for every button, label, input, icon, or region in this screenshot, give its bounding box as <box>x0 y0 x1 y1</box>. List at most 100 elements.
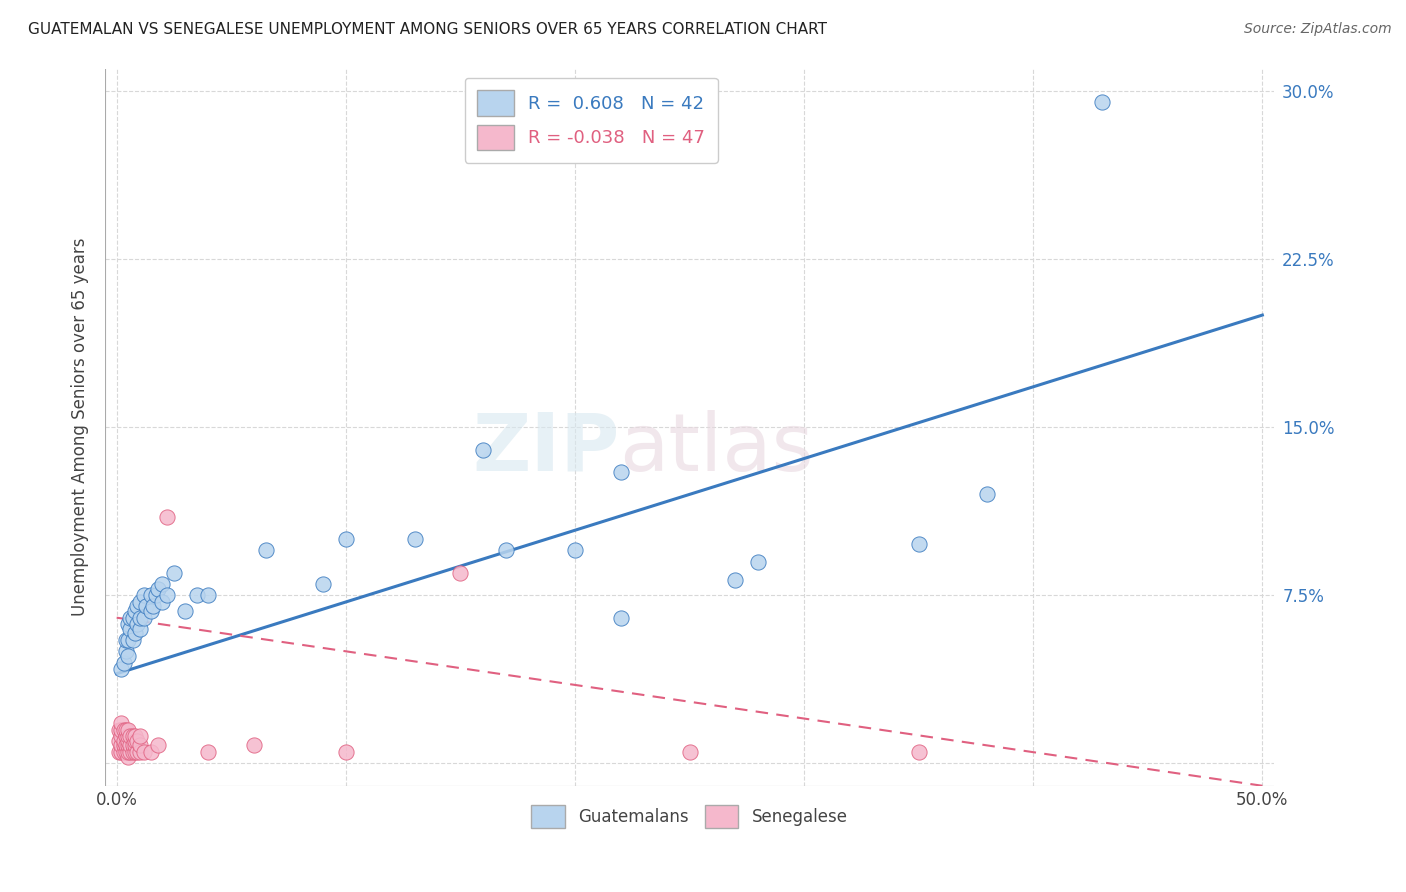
Point <box>174 604 197 618</box>
Point <box>110 739 132 753</box>
Text: ZIP: ZIP <box>472 409 620 488</box>
Point <box>114 723 136 737</box>
Point <box>117 648 139 663</box>
Point <box>117 739 139 753</box>
Point <box>127 745 149 759</box>
Point <box>724 573 747 587</box>
Point <box>124 745 146 759</box>
Point <box>152 577 174 591</box>
Point <box>156 588 179 602</box>
Point <box>120 610 142 624</box>
Point <box>335 533 357 547</box>
Point <box>127 599 149 614</box>
Point <box>139 588 162 602</box>
Point <box>907 537 929 551</box>
Point <box>117 749 139 764</box>
Legend: Guatemalans, Senegalese: Guatemalans, Senegalese <box>524 798 855 835</box>
Point <box>112 723 135 737</box>
Point <box>124 739 146 753</box>
Point <box>163 566 186 580</box>
Point <box>139 745 162 759</box>
Point <box>907 745 929 759</box>
Point <box>243 739 266 753</box>
Point <box>114 633 136 648</box>
Point <box>747 555 769 569</box>
Point <box>124 734 146 748</box>
Point <box>121 745 143 759</box>
Point <box>108 734 131 748</box>
Point <box>110 662 132 676</box>
Point <box>121 633 143 648</box>
Point <box>117 745 139 759</box>
Point <box>146 582 169 596</box>
Point <box>120 622 142 636</box>
Point <box>254 543 277 558</box>
Text: Source: ZipAtlas.com: Source: ZipAtlas.com <box>1244 22 1392 37</box>
Point <box>112 745 135 759</box>
Point <box>120 745 142 759</box>
Point <box>134 610 156 624</box>
Point <box>124 730 146 744</box>
Point <box>108 723 131 737</box>
Point <box>146 739 169 753</box>
Point <box>197 588 219 602</box>
Point <box>114 745 136 759</box>
Point <box>124 626 146 640</box>
Point <box>110 745 132 759</box>
Point <box>110 716 132 731</box>
Point <box>128 622 150 636</box>
Point <box>121 610 143 624</box>
Point <box>145 588 167 602</box>
Point <box>128 595 150 609</box>
Point <box>472 442 495 457</box>
Point <box>114 739 136 753</box>
Point <box>112 739 135 753</box>
Point <box>142 599 165 614</box>
Point <box>114 644 136 658</box>
Point <box>186 588 208 602</box>
Point <box>127 617 149 632</box>
Point <box>564 543 586 558</box>
Point <box>976 487 998 501</box>
Point <box>110 723 132 737</box>
Point <box>449 566 471 580</box>
Point <box>117 734 139 748</box>
Point <box>120 730 142 744</box>
Point <box>156 509 179 524</box>
Point <box>1091 95 1114 110</box>
Point <box>127 734 149 748</box>
Point <box>117 617 139 632</box>
Point <box>124 604 146 618</box>
Point <box>128 730 150 744</box>
Point <box>134 588 156 602</box>
Text: atlas: atlas <box>620 409 814 488</box>
Point <box>610 465 633 479</box>
Point <box>404 533 426 547</box>
Point <box>117 723 139 737</box>
Point <box>121 739 143 753</box>
Point <box>678 745 700 759</box>
Point <box>135 599 157 614</box>
Point <box>108 745 131 759</box>
Y-axis label: Unemployment Among Seniors over 65 years: Unemployment Among Seniors over 65 years <box>72 238 89 616</box>
Point <box>114 730 136 744</box>
Point <box>112 734 135 748</box>
Point <box>121 730 143 744</box>
Point <box>117 730 139 744</box>
Point <box>128 610 150 624</box>
Point <box>495 543 517 558</box>
Text: GUATEMALAN VS SENEGALESE UNEMPLOYMENT AMONG SENIORS OVER 65 YEARS CORRELATION CH: GUATEMALAN VS SENEGALESE UNEMPLOYMENT AM… <box>28 22 827 37</box>
Point <box>152 595 174 609</box>
Point <box>120 739 142 753</box>
Point <box>128 745 150 759</box>
Point <box>335 745 357 759</box>
Point <box>128 739 150 753</box>
Point <box>134 745 156 759</box>
Point <box>117 633 139 648</box>
Point <box>110 730 132 744</box>
Point <box>112 656 135 670</box>
Point <box>610 610 633 624</box>
Point <box>197 745 219 759</box>
Point <box>139 604 162 618</box>
Point <box>312 577 335 591</box>
